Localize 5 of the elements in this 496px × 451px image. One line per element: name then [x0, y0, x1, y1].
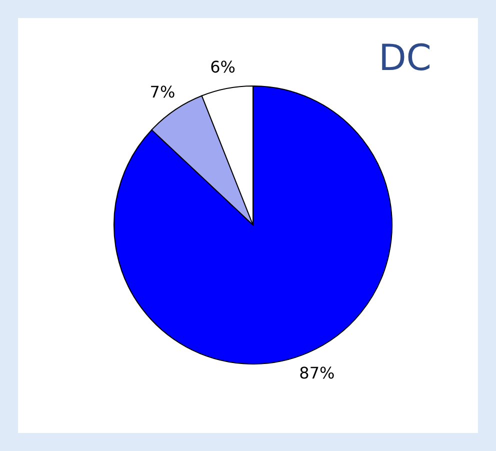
data-label: 7%: [150, 82, 176, 102]
pie-slice: [114, 86, 392, 364]
data-label: 6%: [210, 57, 236, 76]
chart-title: DC: [378, 38, 432, 79]
data-label: 87%: [299, 363, 335, 382]
